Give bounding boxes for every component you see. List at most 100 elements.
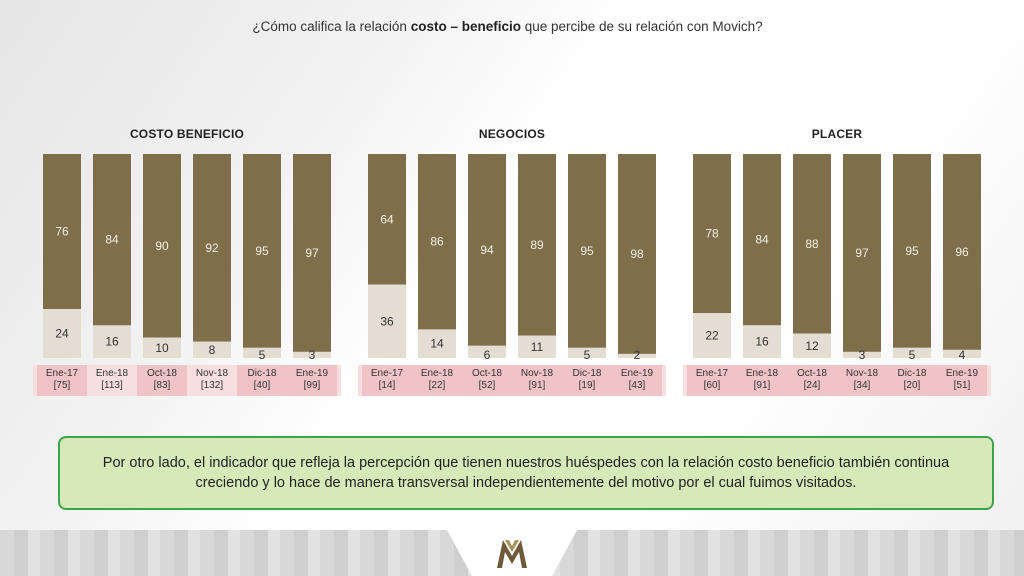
category-label: Nov-18 [91] (512, 368, 562, 392)
label-band-cell (562, 365, 612, 396)
data-label-top: 95 (580, 244, 594, 258)
label-band-cell (462, 365, 512, 396)
data-label-bottom: 10 (155, 341, 169, 355)
bar-top-segment (368, 154, 406, 285)
label-band-cell (362, 365, 412, 396)
category-name: Ene-19 (295, 368, 329, 379)
bar-top-segment (418, 154, 456, 330)
label-band-cell (612, 365, 662, 396)
category-base: [99] (303, 380, 321, 391)
data-label-top: 84 (105, 233, 119, 247)
category-label: Ene-19 [51] (937, 368, 987, 392)
data-label-top: 89 (530, 238, 544, 252)
category-base: [14] (378, 380, 396, 391)
footer-notch-shape (447, 530, 577, 576)
bar-bottom-segment (468, 345, 506, 358)
bar-bottom-segment (568, 347, 606, 358)
category-label: Ene-17 [14] (362, 368, 412, 392)
bar-bottom-segment (43, 309, 81, 358)
label-band-cell (512, 365, 562, 396)
bar-bottom-segment (743, 325, 781, 358)
title-suffix: que percibe de su relación con Movich? (520, 19, 763, 34)
data-label-top: 98 (630, 247, 644, 261)
bar-bottom-segment (143, 337, 181, 358)
data-label-top: 64 (380, 212, 394, 226)
category-name: Dic-18 (247, 368, 277, 379)
data-label-top: 90 (155, 239, 169, 253)
category-label: Ene-18 [113] (87, 368, 137, 392)
data-label-bottom: 16 (755, 335, 769, 349)
data-label-top: 95 (255, 244, 269, 258)
data-label-top: 94 (480, 243, 494, 257)
label-band-cell (837, 365, 887, 396)
bar-top-segment (743, 154, 781, 326)
data-label-bottom: 24 (55, 327, 69, 341)
data-label-bottom: 2 (634, 348, 641, 362)
category-label: Ene-18 [22] (412, 368, 462, 392)
bar-bottom-segment (893, 347, 931, 358)
category-name: Ene-17 (695, 368, 729, 379)
bar-top-segment (143, 154, 181, 338)
bar-top-segment (243, 154, 281, 348)
category-name: Ene-17 (370, 368, 404, 379)
bar-top-segment (618, 154, 656, 354)
label-band (358, 365, 666, 396)
category-base: [91] (528, 380, 546, 391)
category-name: Ene-18 (95, 368, 129, 379)
category-name: Dic-18 (572, 368, 602, 379)
label-band-cell (37, 365, 87, 396)
category-name: Nov-18 (195, 368, 229, 379)
category-name: Ene-19 (945, 368, 979, 379)
bar-top-segment (693, 154, 731, 314)
label-band-cell (287, 365, 337, 396)
bar-top-segment (843, 154, 881, 352)
label-band (683, 365, 991, 396)
data-label-bottom: 8 (209, 343, 216, 357)
data-label-bottom: 3 (859, 348, 866, 362)
category-name: Ene-17 (45, 368, 79, 379)
label-band-cell (787, 365, 837, 396)
label-band-cell (412, 365, 462, 396)
title-bold: costo – beneficio (410, 19, 521, 34)
category-base: [91] (753, 380, 771, 391)
data-label-bottom: 22 (705, 329, 719, 343)
bar-bottom-segment (943, 349, 981, 358)
data-label-top: 84 (755, 233, 769, 247)
category-base: [52] (478, 380, 496, 391)
category-label: Oct-18 [52] (462, 368, 512, 392)
label-band (33, 365, 341, 396)
data-label-bottom: 5 (584, 348, 591, 362)
category-label: Dic-18 [40] (237, 368, 287, 392)
bar-bottom-segment (843, 351, 881, 358)
category-base: [83] (153, 380, 171, 391)
category-base: [20] (903, 380, 921, 391)
category-name: Oct-18 (471, 368, 502, 379)
category-name: Ene-19 (620, 368, 654, 379)
data-label-bottom: 5 (259, 348, 266, 362)
data-label-top: 95 (905, 244, 919, 258)
bar-bottom-segment (793, 333, 831, 358)
bar-bottom-segment (368, 284, 406, 358)
category-base: [34] (853, 380, 871, 391)
data-label-top: 86 (430, 235, 444, 249)
bar-bottom-segment (293, 351, 331, 358)
bar-bottom-segment (93, 325, 131, 358)
category-name: Nov-18 (845, 368, 879, 379)
category-base: [22] (428, 380, 446, 391)
category-name: Oct-18 (796, 368, 827, 379)
category-name: Ene-18 (745, 368, 779, 379)
category-base: [40] (253, 380, 271, 391)
label-band-cell (937, 365, 987, 396)
category-base: [19] (578, 380, 596, 391)
data-label-bottom: 12 (805, 339, 819, 353)
bar-bottom-segment (193, 341, 231, 358)
data-label-top: 97 (855, 246, 869, 260)
bar-top-segment (293, 154, 331, 352)
note-text: Por otro lado, el indicador que refleja … (102, 455, 950, 491)
data-label-bottom: 5 (909, 348, 916, 362)
data-label-top: 76 (55, 225, 69, 239)
category-label: Ene-19 [99] (287, 368, 337, 392)
bar-top-segment (943, 154, 981, 350)
panel-title-costo: COSTO BENEFICIO (129, 127, 245, 141)
